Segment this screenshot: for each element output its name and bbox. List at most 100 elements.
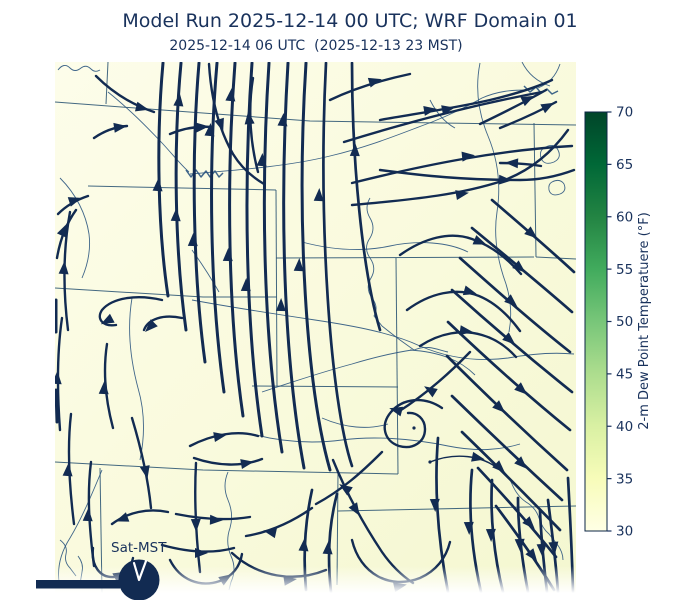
- colorbar-tick-label: 40: [616, 419, 633, 435]
- streamline: [192, 62, 207, 364]
- streamline-arrowhead: [505, 158, 519, 169]
- streamline: [396, 350, 472, 414]
- river-line: [537, 63, 561, 89]
- river-line: [107, 91, 190, 173]
- streamline: [314, 450, 384, 506]
- streamline-arrowhead: [170, 208, 181, 222]
- streamline-arrowhead: [389, 406, 404, 417]
- river-line: [189, 89, 527, 175]
- streamline: [498, 161, 543, 168]
- river-line: [321, 417, 389, 428]
- streamline-arrowhead: [62, 463, 73, 477]
- streamline-arrowhead: [424, 386, 438, 398]
- streamline-arrowhead: [100, 313, 115, 325]
- streamline: [249, 76, 260, 174]
- streamline-arrowhead: [540, 102, 555, 114]
- state-border-line: [87, 185, 277, 191]
- colorbar-tick-label: 55: [616, 262, 633, 278]
- streamline-arrowhead: [322, 541, 333, 555]
- map-area: [55, 62, 576, 593]
- streamline-arrowhead: [244, 111, 255, 125]
- streamline: [429, 455, 501, 471]
- streamline: [458, 256, 572, 354]
- colorbar: 70 65 60 55 50 45 40 35 30 2-m Dew Point Tempera…: [584, 105, 652, 540]
- state-border-line: [55, 287, 277, 298]
- streamline-arrowhead: [277, 113, 288, 127]
- streamline: [398, 234, 523, 276]
- streamline-arrowhead: [548, 541, 559, 555]
- streamline-arrowhead: [139, 465, 150, 479]
- streamline: [418, 331, 518, 359]
- state-border-line: [275, 256, 535, 259]
- streamline: [168, 125, 214, 136]
- streamline-arrowhead: [525, 548, 538, 562]
- colorbar-tick-label: 70: [616, 105, 633, 121]
- streamline: [98, 296, 164, 327]
- clock-hand: [132, 559, 148, 582]
- river-line: [57, 65, 101, 72]
- streamline: [56, 316, 64, 432]
- streamline-arrowhead: [204, 123, 215, 137]
- river-line: [429, 99, 456, 129]
- streamline-arrowhead: [348, 502, 360, 516]
- streamline-arrowhead: [367, 77, 382, 88]
- streamline-arrowhead: [82, 508, 93, 522]
- streamline: [478, 88, 548, 126]
- colorbar-tick-label: 45: [616, 367, 633, 383]
- streamline-arrowhead: [152, 178, 163, 192]
- streamline-origin-dot: [428, 460, 432, 464]
- streamline-origin-dot: [412, 426, 416, 430]
- streamline-arrowhead: [472, 235, 487, 245]
- streamline-arrowhead: [113, 122, 127, 133]
- streamline-arrowhead: [459, 325, 473, 336]
- streamline: [446, 320, 572, 432]
- streamline: [207, 62, 266, 186]
- streamline: [300, 62, 332, 472]
- streamline-arrowhead: [56, 223, 67, 238]
- clock-annotation: Sat-MST: [36, 540, 167, 600]
- streamline: [228, 62, 245, 418]
- progress-bar: [36, 580, 120, 589]
- streamline-arrowhead: [55, 371, 62, 385]
- streamline-arrowhead: [214, 117, 224, 132]
- streamline-arrowhead: [455, 190, 469, 200]
- river-line: [477, 62, 512, 333]
- streamline-arrowhead: [492, 400, 506, 413]
- state-border-line: [55, 461, 399, 475]
- streamline: [94, 74, 156, 114]
- streamline: [405, 290, 522, 333]
- streamline-arrowhead: [98, 381, 109, 395]
- streamline-arrowhead: [514, 382, 528, 395]
- colorbar-gradient-bar: [584, 111, 608, 532]
- streamline-arrowhead: [256, 153, 267, 167]
- streamline-arrowhead: [536, 543, 547, 557]
- streamline-arrowhead: [67, 197, 82, 207]
- streamline-arrowhead: [145, 319, 158, 332]
- streamline: [450, 394, 564, 502]
- figure-subtitle: 2025-12-14 06 UTC (2025-12-13 23 MST): [169, 38, 462, 54]
- streamline-arrowhead: [498, 174, 512, 185]
- state-border-line: [251, 385, 399, 388]
- colorbar-tick-label: 60: [616, 209, 633, 225]
- figure-title: Model Run 2025-12-14 00 UTC; WRF Domain …: [122, 10, 577, 32]
- streamline-arrowhead: [512, 260, 526, 273]
- streamline-arrowhead: [485, 528, 496, 542]
- streamline-arrowhead: [195, 122, 209, 133]
- streamline: [350, 62, 382, 332]
- colorbar-label: 2-m Dew Point Temperatuere (°F): [637, 212, 652, 430]
- colorbar-tick-label: 50: [616, 314, 633, 330]
- streamline-arrowhead: [187, 233, 198, 247]
- state-border-line: [533, 122, 537, 258]
- streamline-arrowhead: [213, 432, 227, 442]
- streamline-arrowhead: [514, 456, 528, 469]
- streamline-arrowhead: [58, 261, 69, 275]
- streamline: [130, 416, 153, 510]
- streamline-arrowhead: [293, 258, 304, 272]
- river-line: [521, 62, 551, 87]
- colorbar-tick-label: 35: [616, 471, 633, 487]
- streamline-arrowhead: [115, 512, 130, 522]
- streamline-arrowhead: [502, 332, 516, 345]
- streamline-arrowhead: [524, 226, 538, 239]
